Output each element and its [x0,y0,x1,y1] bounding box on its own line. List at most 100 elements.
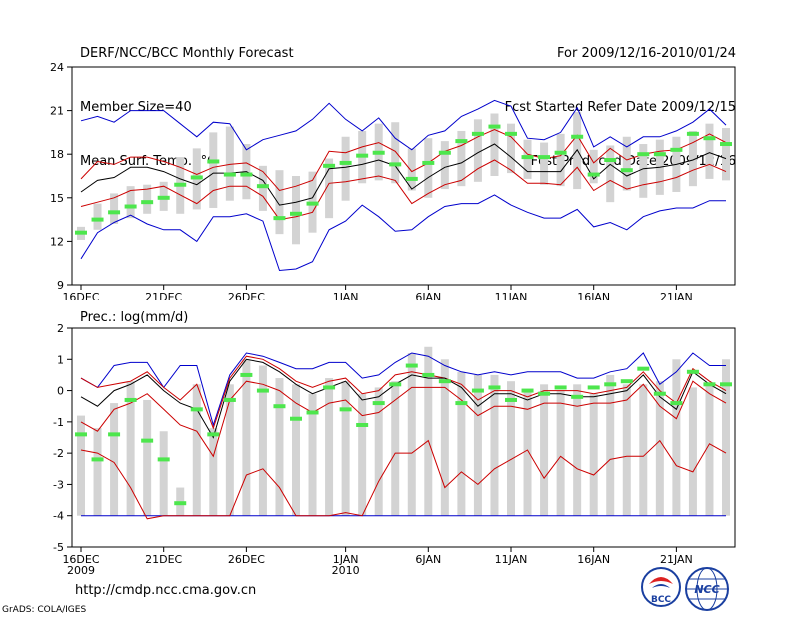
prec-box [490,374,499,516]
prec-median-mark [405,363,418,368]
prec-box [275,378,284,516]
prec-box [573,384,582,516]
chart-source-title: DERF/NCC/BCC Monthly Forecast [80,46,294,61]
prec-ytick-label: -2 [53,447,64,460]
temp-median-mark [290,211,302,216]
prec-median-mark [108,432,121,437]
temp-median-mark [455,139,468,144]
prec-box [143,399,152,516]
temp-median-mark [108,210,121,215]
prec-median-mark [290,416,302,421]
prec-median-mark [637,366,650,371]
prec-ytick-label: -4 [53,510,64,523]
temp-median-mark [223,172,236,177]
temp-box [407,148,416,191]
temp-ytick-label: 9 [57,279,64,292]
prec-box [292,384,300,516]
temp-box [457,130,466,187]
prec-median-mark [372,401,385,406]
temp-median-mark [571,134,584,139]
prec-box [424,346,433,516]
temp-box [523,139,532,179]
temp-ytick-label: 12 [50,235,64,248]
temp-median-mark [372,150,385,155]
prec-median-mark [273,404,286,409]
prec-median-mark [571,394,584,399]
temp-box [110,193,119,224]
temp-box [722,128,730,181]
prec-max-line [80,352,726,427]
temp-median-mark [256,184,269,189]
prec-median-mark [223,397,236,402]
temp-median-mark [157,195,170,200]
temp-box [473,119,482,182]
prec-median-mark [141,438,154,443]
footer-url: http://cmdp.ncc.cma.gov.cn [75,583,257,598]
prec-median-mark [538,391,551,396]
prec-mean-line [80,358,727,439]
prec-box [440,359,449,516]
prec-box [457,371,466,516]
ncc-logo-text: NCC [694,583,719,596]
prec-ytick-label: 2 [57,322,64,335]
footer-credit: GrADS: COLA/IGES [2,605,87,615]
prec-median-mark [720,382,732,387]
prec-median-mark [554,385,567,390]
prec-median-mark [670,401,683,406]
prec-median-mark [422,372,435,377]
prec-box [358,393,367,516]
temp-box [589,149,598,184]
prec-ytick-label: 1 [57,353,64,366]
prec-box [391,381,400,516]
temp-box [440,141,449,190]
temp-median-mark [207,159,220,164]
temp-box [391,122,400,184]
prec-box [655,381,664,516]
prec-box [242,359,251,516]
temp-lower-spread-line [80,159,727,221]
temp-ytick-label: 15 [50,192,64,205]
prec-median-mark [75,432,87,437]
temp-box [622,136,631,191]
temp-box [606,145,615,203]
temp-box [126,186,135,219]
prec-lower-bound-line [80,439,727,520]
prec-median-mark [488,385,501,390]
prec-box [688,387,697,516]
temp-median-mark [240,172,253,177]
prec-median-mark [207,432,220,437]
temp-median-mark [604,158,617,163]
temp-median-mark [471,131,484,136]
prec-box [622,384,631,516]
temp-mean-line [80,143,727,206]
forecast-period-label: For 2009/12/16-2010/01/24 [557,46,736,61]
temp-xtick-label: 6JAN [415,291,441,300]
prec-median-mark [703,382,716,387]
prec-box [507,381,515,516]
prec-ytick-label: 0 [57,385,64,398]
temp-median-mark [505,131,517,136]
temp-upper-spread-line [80,128,727,192]
temp-median-mark [306,201,319,206]
prec-box [225,384,234,516]
temp-median-mark [405,176,418,181]
temp-box [292,176,300,245]
prec-xtick-label: 21DEC [145,553,182,566]
temp-box [143,184,152,214]
prec-frame [71,327,736,548]
prec-xtick-year: 2009 [67,564,95,577]
temp-box [341,136,350,201]
temp-median-mark [720,142,732,147]
temp-median-mark [75,230,87,235]
prec-median-mark [471,388,484,393]
prec-xtick-year: 2010 [332,564,360,577]
temp-box [556,133,565,187]
prec-median-mark [620,379,633,384]
temp-median-mark [141,200,154,205]
temp-median-mark [703,136,716,141]
temp-median-mark [554,150,567,155]
prec-upper-spread-line [80,355,727,430]
temp-box [705,123,714,179]
temp-ytick-label: 21 [50,105,64,118]
